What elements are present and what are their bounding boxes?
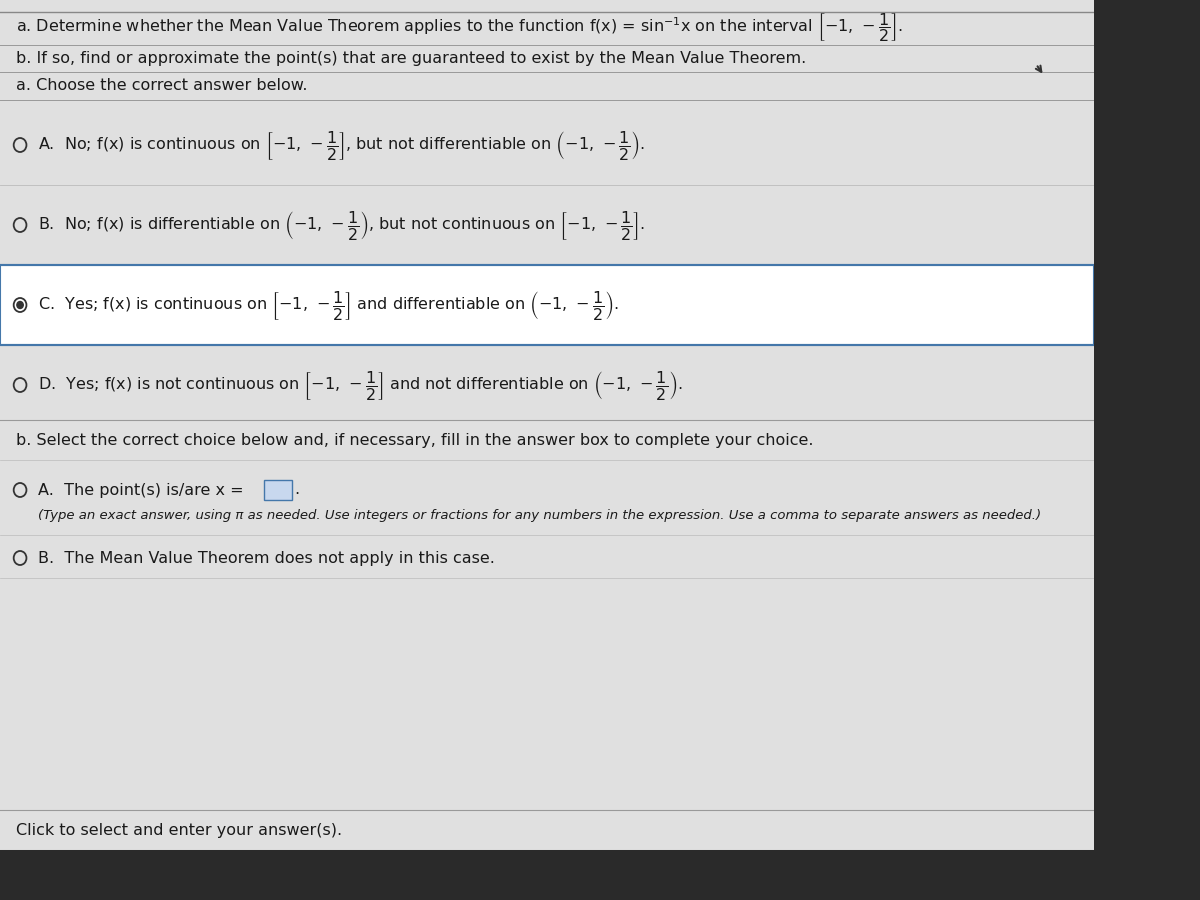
Text: B.  The Mean Value Theorem does not apply in this case.: B. The Mean Value Theorem does not apply…	[38, 551, 496, 565]
Text: b. If so, find or approximate the point(s) that are guaranteed to exist by the M: b. If so, find or approximate the point(…	[17, 51, 806, 67]
Text: C.  Yes; f(x) is continuous on $\left[-1,\,-\dfrac{1}{2}\right]$ and differentia: C. Yes; f(x) is continuous on $\left[-1,…	[38, 289, 619, 321]
Text: B.  No; f(x) is differentiable on $\left(-1,\,-\dfrac{1}{2}\right)$, but not con: B. No; f(x) is differentiable on $\left(…	[38, 209, 646, 241]
Text: A.  The point(s) is/are x =: A. The point(s) is/are x =	[38, 482, 250, 498]
Text: .: .	[294, 482, 300, 498]
Bar	[0, 850, 1094, 900]
Text: (Type an exact answer, using π as needed. Use integers or fractions for any numb: (Type an exact answer, using π as needed…	[38, 509, 1042, 523]
Text: A.  No; f(x) is continuous on $\left[-1,\,-\dfrac{1}{2}\right]$, but not differe: A. No; f(x) is continuous on $\left[-1,\…	[38, 129, 646, 161]
Text: a. Determine whether the Mean Value Theorem applies to the function f(x) = sin$^: a. Determine whether the Mean Value Theo…	[17, 12, 904, 44]
Circle shape	[17, 302, 23, 309]
Bar	[0, 265, 1094, 345]
Text: Click to select and enter your answer(s).: Click to select and enter your answer(s)…	[17, 823, 342, 838]
Text: b. Select the correct choice below and, if necessary, fill in the answer box to : b. Select the correct choice below and, …	[17, 433, 814, 447]
Bar	[264, 480, 292, 500]
Text: a. Choose the correct answer below.: a. Choose the correct answer below.	[17, 78, 308, 94]
Text: D.  Yes; f(x) is not continuous on $\left[-1,\,-\dfrac{1}{2}\right]$ and not dif: D. Yes; f(x) is not continuous on $\left…	[38, 368, 683, 401]
